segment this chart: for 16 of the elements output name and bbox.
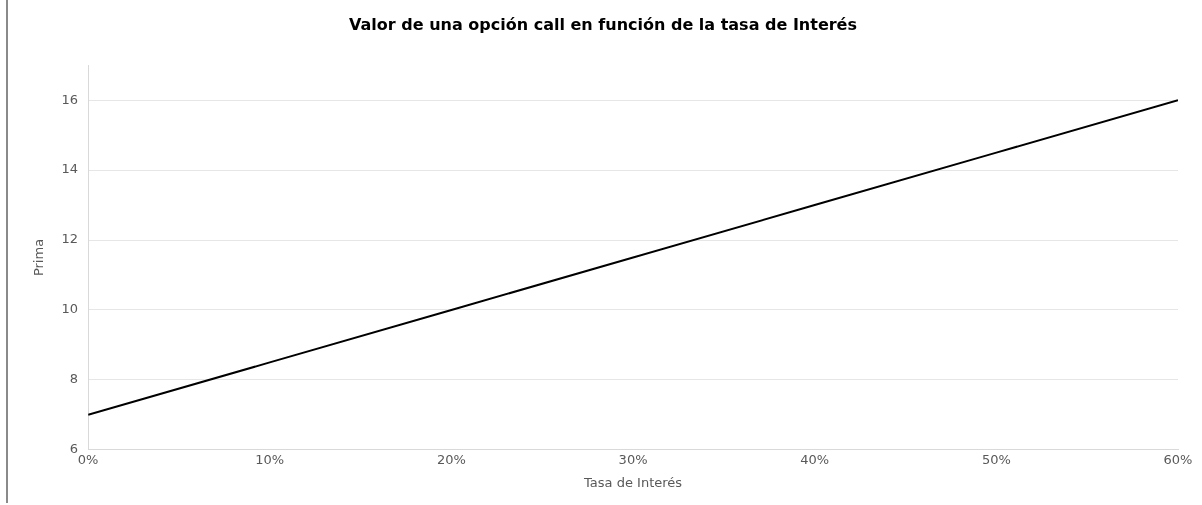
x-axis-title: Tasa de Interés: [583, 474, 683, 490]
y-tick-label: 12: [61, 231, 79, 247]
x-tick-label: 0%: [77, 451, 99, 467]
chart-title: Valor de una opción call en función de la tasa de Interés: [349, 14, 857, 34]
x-tick-label: 20%: [436, 451, 466, 467]
x-tick-label: 40%: [800, 451, 830, 467]
x-tick-label: 50%: [981, 451, 1011, 467]
y-axis-title: Prima: [31, 238, 47, 277]
y-tick-label: 6: [69, 441, 79, 457]
y-tick-label: 8: [69, 371, 79, 387]
x-tick-label: 10%: [255, 451, 285, 467]
y-tick-label: 16: [61, 91, 79, 107]
x-tick-label: 60%: [1163, 451, 1193, 467]
y-tick-label: 14: [61, 161, 79, 177]
x-tick-label: 30%: [618, 451, 648, 467]
y-tick-label: 10: [61, 301, 79, 317]
